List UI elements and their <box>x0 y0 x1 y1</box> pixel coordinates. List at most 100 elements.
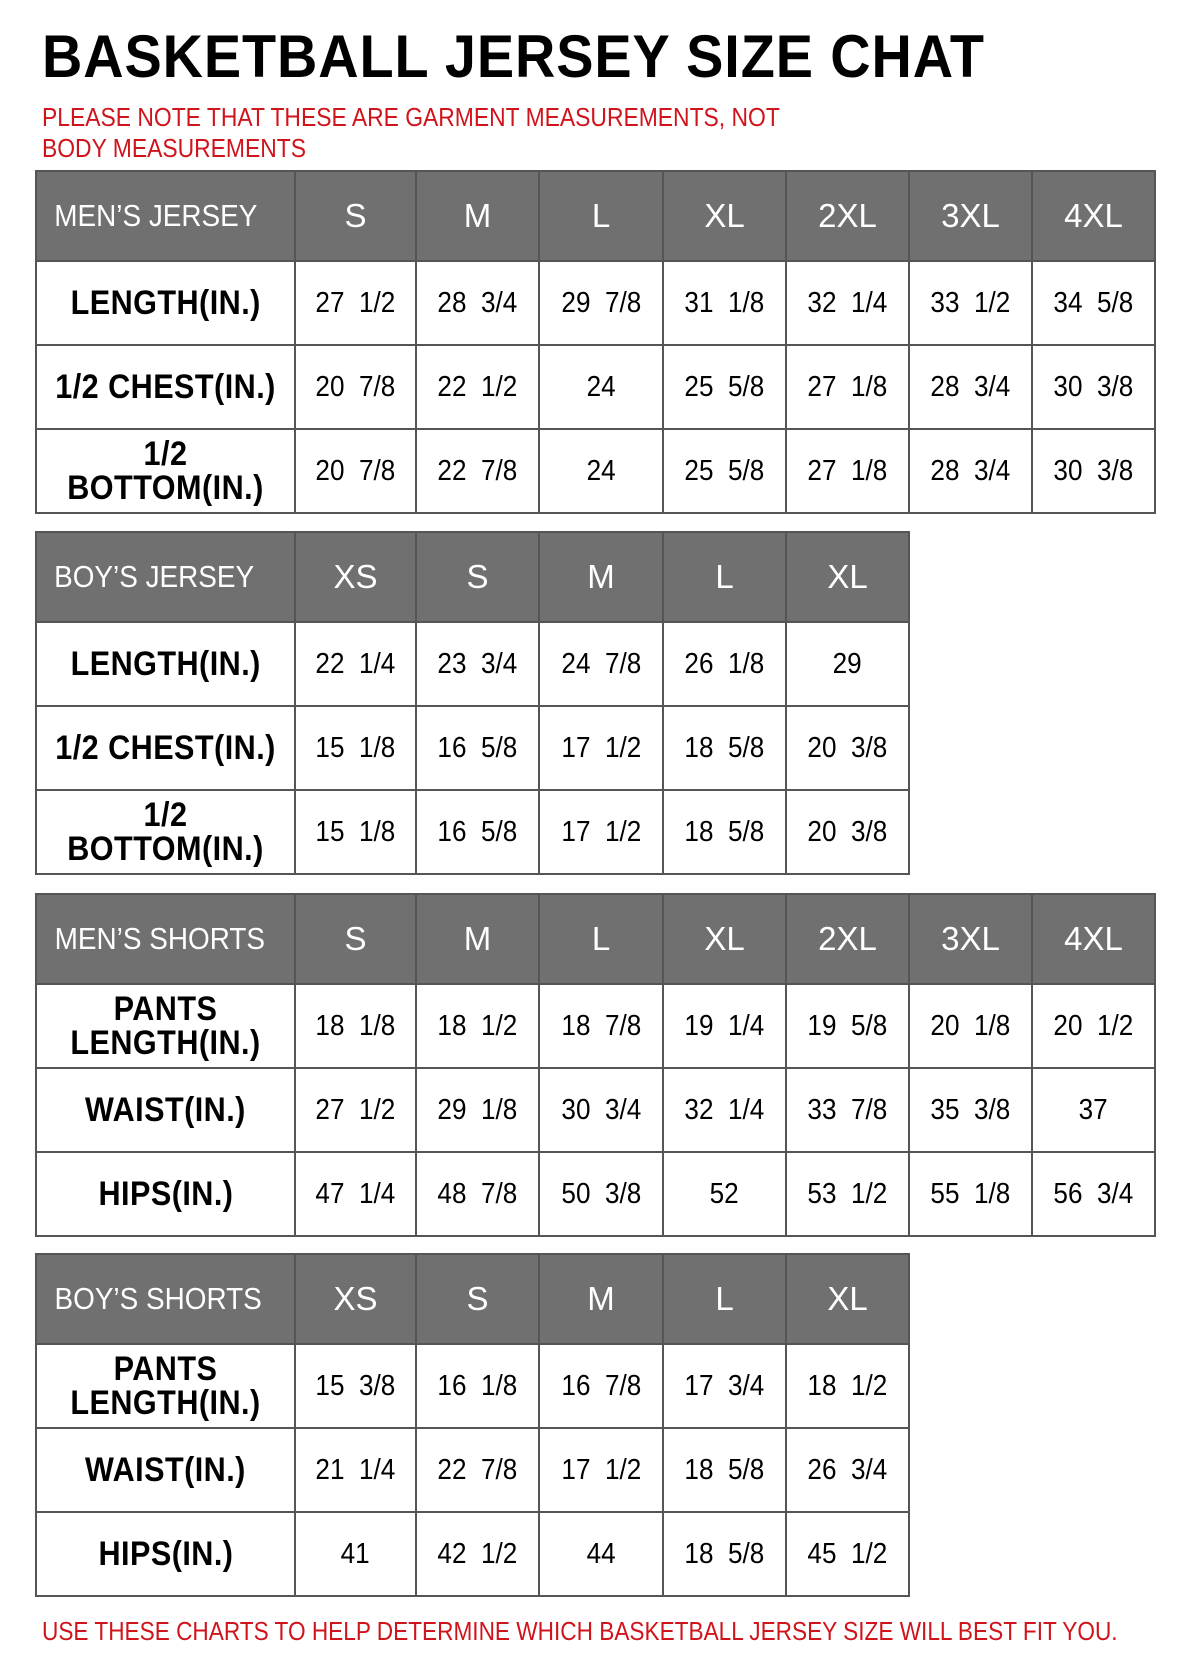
measurement-cell: 26 3/4 <box>785 1427 910 1513</box>
size-header: S <box>294 893 417 985</box>
table-caption: MEN’S SHORTS <box>35 893 296 985</box>
measurement-cell: 22 1/2 <box>415 344 540 430</box>
measurement-cell: 29 1/8 <box>415 1067 540 1153</box>
table-caption-text: BOY’S SHORTS <box>54 1281 262 1316</box>
measurement-value: 25 5/8 <box>684 370 765 403</box>
measurement-value: 24 <box>586 370 616 403</box>
measurement-value: 18 5/8 <box>684 1453 765 1486</box>
measurement-cell: 20 3/8 <box>785 705 910 791</box>
measurement-value: 42 1/2 <box>437 1537 518 1570</box>
measurement-value: 33 1/2 <box>930 286 1011 319</box>
measurement-cell: 18 1/2 <box>415 983 540 1069</box>
size-header: 4XL <box>1031 170 1156 262</box>
measurement-value: 20 7/8 <box>315 454 396 487</box>
measurement-value: 30 3/4 <box>561 1093 641 1126</box>
table-row: 1/2 CHEST(IN.) 20 7/8 22 1/2 24 25 5/8 27 1/8… <box>35 344 1156 430</box>
measurement-value: 22 1/4 <box>315 647 396 680</box>
measurement-cell: 29 7/8 <box>538 260 664 346</box>
measurement-cell: 20 3/8 <box>785 789 910 875</box>
row-label: 1/2 CHEST(IN.) <box>35 344 296 430</box>
measurement-value: 26 3/4 <box>807 1453 888 1486</box>
measurement-cell: 16 1/8 <box>415 1343 540 1429</box>
size-header: M <box>538 1253 664 1345</box>
size-header: XL <box>662 170 787 262</box>
table-header-row: MEN’S JERSEY S M L XL 2XL 3XL 4XL <box>35 170 1156 262</box>
size-header: XL <box>785 1253 910 1345</box>
measurement-cell: 28 3/4 <box>908 428 1033 514</box>
measurement-value: 18 5/8 <box>684 731 765 764</box>
measurement-value: 33 7/8 <box>807 1093 888 1126</box>
size-header: XL <box>785 531 910 623</box>
measurement-cell: 21 1/4 <box>294 1427 417 1513</box>
table-caption-text: BOY’S JERSEY <box>54 559 255 594</box>
row-label: 1/2 CHEST(IN.) <box>35 705 296 791</box>
row-label-text: WAIST(IN.) <box>85 1451 246 1489</box>
measurement-cell: 18 5/8 <box>662 1511 787 1597</box>
measurement-cell: 31 1/8 <box>662 260 787 346</box>
row-label: LENGTH(IN.) <box>35 260 296 346</box>
table-row: 1/2 BOTTOM(IN.) 15 1/8 16 5/8 17 1/2 18 5/8 2… <box>35 789 910 875</box>
measurement-cell: 16 5/8 <box>415 789 540 875</box>
measurement-cell: 50 3/8 <box>538 1151 664 1237</box>
row-label-text: WAIST(IN.) <box>85 1091 246 1129</box>
measurement-cell: 20 1/8 <box>908 983 1033 1069</box>
measurement-value: 17 1/2 <box>561 1453 641 1486</box>
measurement-value: 15 3/8 <box>315 1369 396 1402</box>
measurement-cell: 18 5/8 <box>662 705 787 791</box>
measurement-cell: 18 5/8 <box>662 789 787 875</box>
measurement-value: 20 3/8 <box>807 731 888 764</box>
measurement-cell: 42 1/2 <box>415 1511 540 1597</box>
measurement-value: 22 7/8 <box>437 454 518 487</box>
measurement-value: 25 5/8 <box>684 454 765 487</box>
table-row: PANTS LENGTH(IN.) 15 3/8 16 1/8 16 7/8 17 3/… <box>35 1343 910 1429</box>
table-row: LENGTH(IN.) 27 1/2 28 3/4 29 7/8 31 1/8 32 1/… <box>35 260 1156 346</box>
measurement-cell: 19 5/8 <box>785 983 910 1069</box>
table-header-row: BOY’S JERSEY XS S M L XL <box>35 531 910 623</box>
measurement-value: 45 1/2 <box>807 1537 888 1570</box>
measurement-value: 17 1/2 <box>561 815 641 848</box>
size-header: M <box>415 170 540 262</box>
measurement-cell: 22 7/8 <box>415 1427 540 1513</box>
measurement-value: 16 1/8 <box>437 1369 518 1402</box>
row-label-text: PANTS LENGTH(IN.) <box>70 1350 261 1422</box>
measurement-value: 18 5/8 <box>684 815 765 848</box>
row-label: PANTS LENGTH(IN.) <box>35 983 296 1069</box>
measurement-value: 17 3/4 <box>684 1369 765 1402</box>
row-label: WAIST(IN.) <box>35 1427 296 1513</box>
measurement-value: 20 7/8 <box>315 370 396 403</box>
measurement-cell: 17 1/2 <box>538 1427 664 1513</box>
measurement-value: 30 3/8 <box>1053 370 1134 403</box>
row-label-text: 1/2 BOTTOM(IN.) <box>67 435 264 507</box>
measurement-value: 29 7/8 <box>561 286 641 319</box>
row-label-text: 1/2 CHEST(IN.) <box>55 729 276 767</box>
measurement-cell: 26 1/8 <box>662 621 787 707</box>
measurement-value: 20 1/2 <box>1053 1009 1134 1042</box>
measurement-value: 16 7/8 <box>561 1369 641 1402</box>
measurement-cell: 16 7/8 <box>538 1343 664 1429</box>
table-caption: BOY’S JERSEY <box>35 531 296 623</box>
table-header-row: MEN’S SHORTS S M L XL 2XL 3XL 4XL <box>35 893 1156 985</box>
size-header: 3XL <box>908 170 1033 262</box>
measurement-value: 27 1/8 <box>807 370 888 403</box>
size-header: 3XL <box>908 893 1033 985</box>
measurement-value: 47 1/4 <box>315 1177 396 1210</box>
measurement-cell: 48 7/8 <box>415 1151 540 1237</box>
measurement-cell: 18 1/8 <box>294 983 417 1069</box>
measurement-cell: 17 1/2 <box>538 705 664 791</box>
table-caption-text: MEN’S SHORTS <box>54 921 266 956</box>
measurement-value: 18 1/2 <box>807 1369 888 1402</box>
measurement-cell: 20 1/2 <box>1031 983 1156 1069</box>
row-label-text: 1/2 BOTTOM(IN.) <box>67 796 264 868</box>
measurement-value: 31 1/8 <box>684 286 765 319</box>
measurement-cell: 17 1/2 <box>538 789 664 875</box>
row-label: LENGTH(IN.) <box>35 621 296 707</box>
size-header: S <box>415 1253 540 1345</box>
measurement-cell: 27 1/2 <box>294 1067 417 1153</box>
measurement-value: 20 3/8 <box>807 815 888 848</box>
size-header: XS <box>294 1253 417 1345</box>
measurement-cell: 56 3/4 <box>1031 1151 1156 1237</box>
size-header: L <box>662 1253 787 1345</box>
table-row: HIPS(IN.) 41 42 1/2 44 18 5/8 45 1/2 <box>35 1511 910 1597</box>
measurement-value: 23 3/4 <box>437 647 518 680</box>
measurement-value: 48 7/8 <box>437 1177 518 1210</box>
